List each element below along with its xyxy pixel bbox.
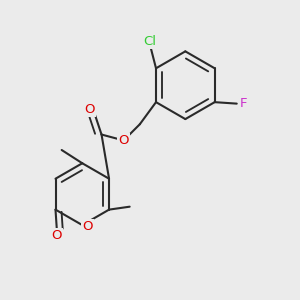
- Text: Cl: Cl: [144, 35, 157, 48]
- Text: F: F: [239, 97, 247, 110]
- Text: O: O: [52, 229, 62, 242]
- Text: O: O: [82, 220, 93, 233]
- Text: O: O: [85, 103, 95, 116]
- Text: O: O: [118, 134, 129, 147]
